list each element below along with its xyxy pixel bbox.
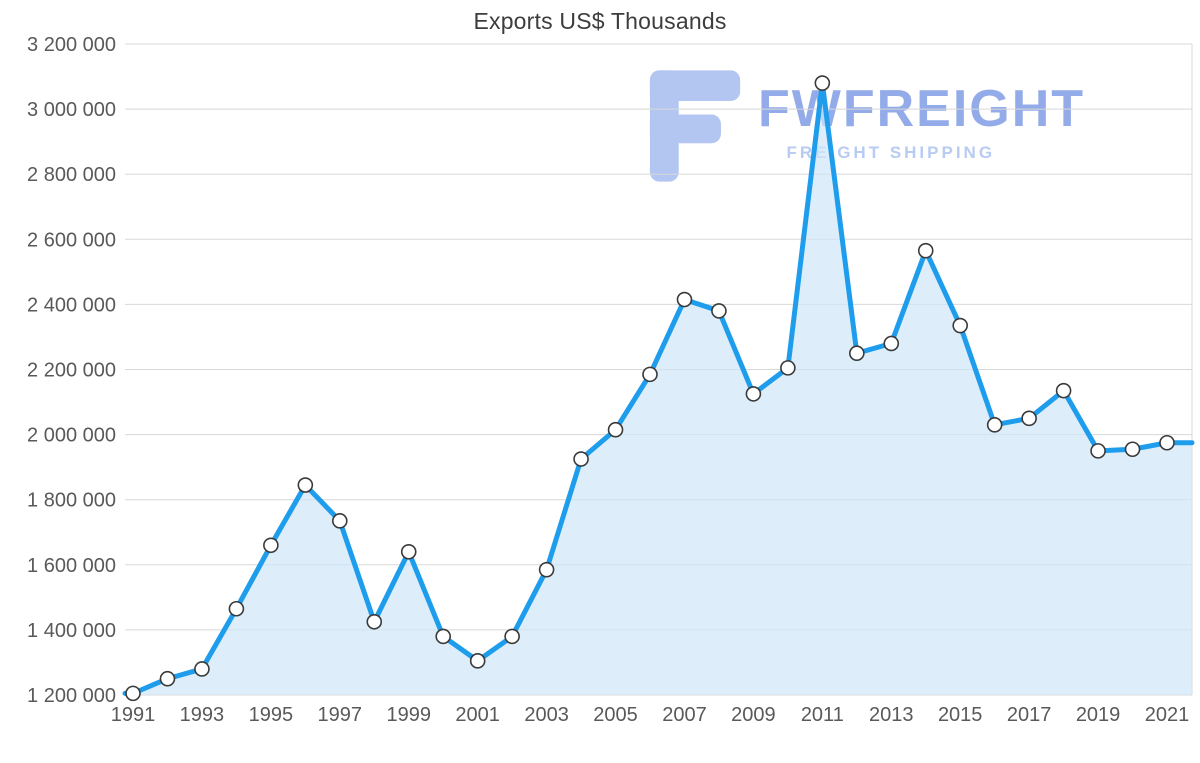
x-axis-tick-label: 2001 [455, 704, 500, 726]
y-axis-tick-label: 2 600 000 [27, 229, 116, 251]
data-point-marker[interactable] [642, 366, 658, 383]
y-axis-tick-label: 2 000 000 [27, 425, 116, 447]
data-point-marker[interactable] [573, 451, 589, 467]
y-axis-tick-label: 3 000 000 [27, 99, 116, 121]
data-point-marker[interactable] [607, 421, 624, 438]
x-axis-tick-label: 1999 [386, 704, 431, 726]
data-point-marker[interactable] [400, 543, 417, 560]
data-point-marker[interactable] [1055, 382, 1072, 399]
data-point-marker[interactable] [952, 317, 969, 334]
watermark-tagline: FREIGHT SHIPPING [786, 142, 996, 162]
y-axis-tick-label: 1 600 000 [27, 555, 116, 577]
x-axis-tick-label: 2007 [662, 704, 707, 726]
data-point-marker[interactable] [814, 75, 831, 91]
x-axis-tick-label: 2005 [593, 704, 638, 726]
data-point-marker[interactable] [331, 513, 348, 529]
x-axis-tick-label: 2015 [938, 704, 983, 726]
y-axis-tick-label: 1 200 000 [27, 685, 116, 707]
data-point-marker[interactable] [435, 628, 452, 645]
x-axis-tick-label: 1991 [111, 704, 156, 726]
data-point-marker[interactable] [194, 661, 210, 677]
x-axis-tick-label: 1997 [318, 704, 363, 726]
x-axis-tick-label: 2011 [801, 704, 844, 726]
area-fill [125, 83, 1192, 695]
data-point-marker[interactable] [883, 335, 900, 352]
data-point-marker[interactable] [676, 291, 693, 308]
y-axis-tick-label: 2 800 000 [27, 164, 116, 186]
data-point-marker[interactable] [1021, 410, 1037, 427]
data-point-marker[interactable] [745, 386, 762, 402]
data-point-marker[interactable] [1124, 441, 1141, 458]
y-axis-tick-label: 3 200 000 [27, 34, 116, 56]
y-axis-tick-label: 2 200 000 [27, 360, 116, 382]
chart-title: Exports US$ Thousands [473, 8, 727, 34]
x-axis-tick-label: 1993 [180, 704, 225, 726]
y-axis-tick-label: 1 800 000 [27, 490, 116, 512]
y-axis-tick-label: 2 400 000 [27, 294, 116, 316]
x-axis-tick-label: 2009 [731, 704, 776, 726]
data-point-marker[interactable] [711, 303, 727, 319]
data-point-marker[interactable] [263, 537, 279, 554]
data-point-marker[interactable] [469, 653, 486, 669]
x-axis-tick-label: 2019 [1076, 704, 1121, 726]
data-point-marker[interactable] [780, 360, 796, 376]
data-point-marker[interactable] [125, 685, 141, 702]
x-axis-tick-label: 2013 [869, 704, 914, 726]
x-axis-tick-label: 2003 [524, 704, 569, 726]
y-axis-tick-label: 1 400 000 [27, 620, 116, 642]
data-point-marker[interactable] [297, 477, 314, 493]
data-point-marker[interactable] [538, 561, 555, 578]
data-point-marker[interactable] [848, 345, 865, 362]
x-axis-tick-label: 2021 [1145, 704, 1190, 726]
data-point-marker[interactable] [159, 670, 176, 687]
data-point-marker[interactable] [1159, 434, 1175, 451]
data-point-marker[interactable] [504, 628, 520, 645]
data-point-marker[interactable] [917, 242, 934, 259]
data-point-marker[interactable] [228, 600, 245, 617]
data-point-marker[interactable] [1090, 443, 1106, 459]
x-axis-tick-label: 1995 [249, 704, 294, 726]
fwfreight-logo-icon [649, 70, 741, 182]
x-axis-tick-label: 2017 [1007, 704, 1052, 726]
data-point-marker[interactable] [366, 613, 383, 630]
data-point-marker[interactable] [986, 417, 1003, 433]
